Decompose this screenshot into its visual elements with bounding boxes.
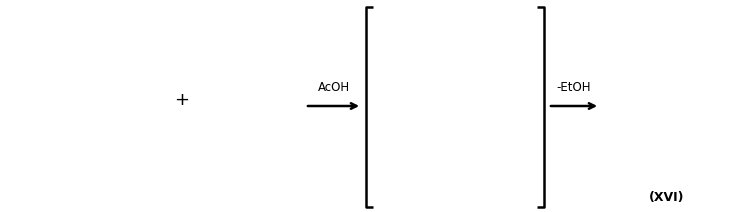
Text: (XVI): (XVI): [650, 191, 685, 204]
Text: -EtOH: -EtOH: [556, 81, 591, 94]
Text: +: +: [174, 91, 189, 109]
Text: AcOH: AcOH: [318, 81, 350, 94]
